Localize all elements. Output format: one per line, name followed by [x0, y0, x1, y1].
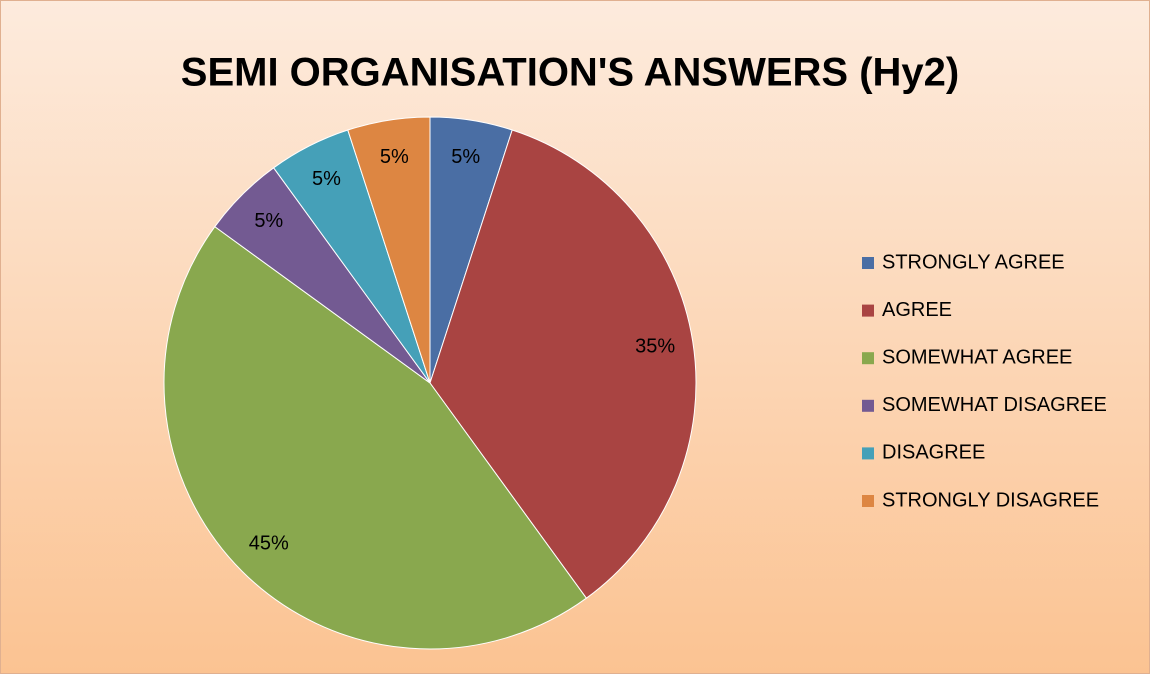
legend-swatch: [862, 257, 874, 269]
data-label: 5%: [312, 168, 341, 190]
data-label: 45%: [249, 533, 289, 555]
legend-swatch: [862, 399, 874, 412]
legend-swatch: [862, 447, 874, 460]
data-label: 5%: [380, 146, 409, 168]
data-label: 35%: [635, 336, 675, 358]
legend-label: STRONGLY DISAGREE: [882, 489, 1099, 511]
legend-label: AGREE: [882, 299, 952, 321]
data-label: 5%: [254, 210, 283, 232]
legend-swatch: [862, 304, 874, 317]
legend-label: DISAGREE: [882, 442, 985, 464]
legend-swatch: [862, 352, 874, 365]
legend-label: SOMEWHAT DISAGREE: [882, 394, 1107, 416]
legend-label: SOMEWHAT AGREE: [882, 346, 1072, 368]
data-label: 5%: [451, 146, 480, 168]
legend-label: STRONGLY AGREE: [882, 251, 1065, 273]
legend-swatch: [862, 495, 874, 507]
pie-slice: [163, 225, 588, 650]
pie-slice: [429, 129, 697, 599]
chart-title: SEMI ORGANISATION'S ANSWERS (Hy2): [181, 51, 959, 95]
pie-slice: [347, 116, 431, 384]
